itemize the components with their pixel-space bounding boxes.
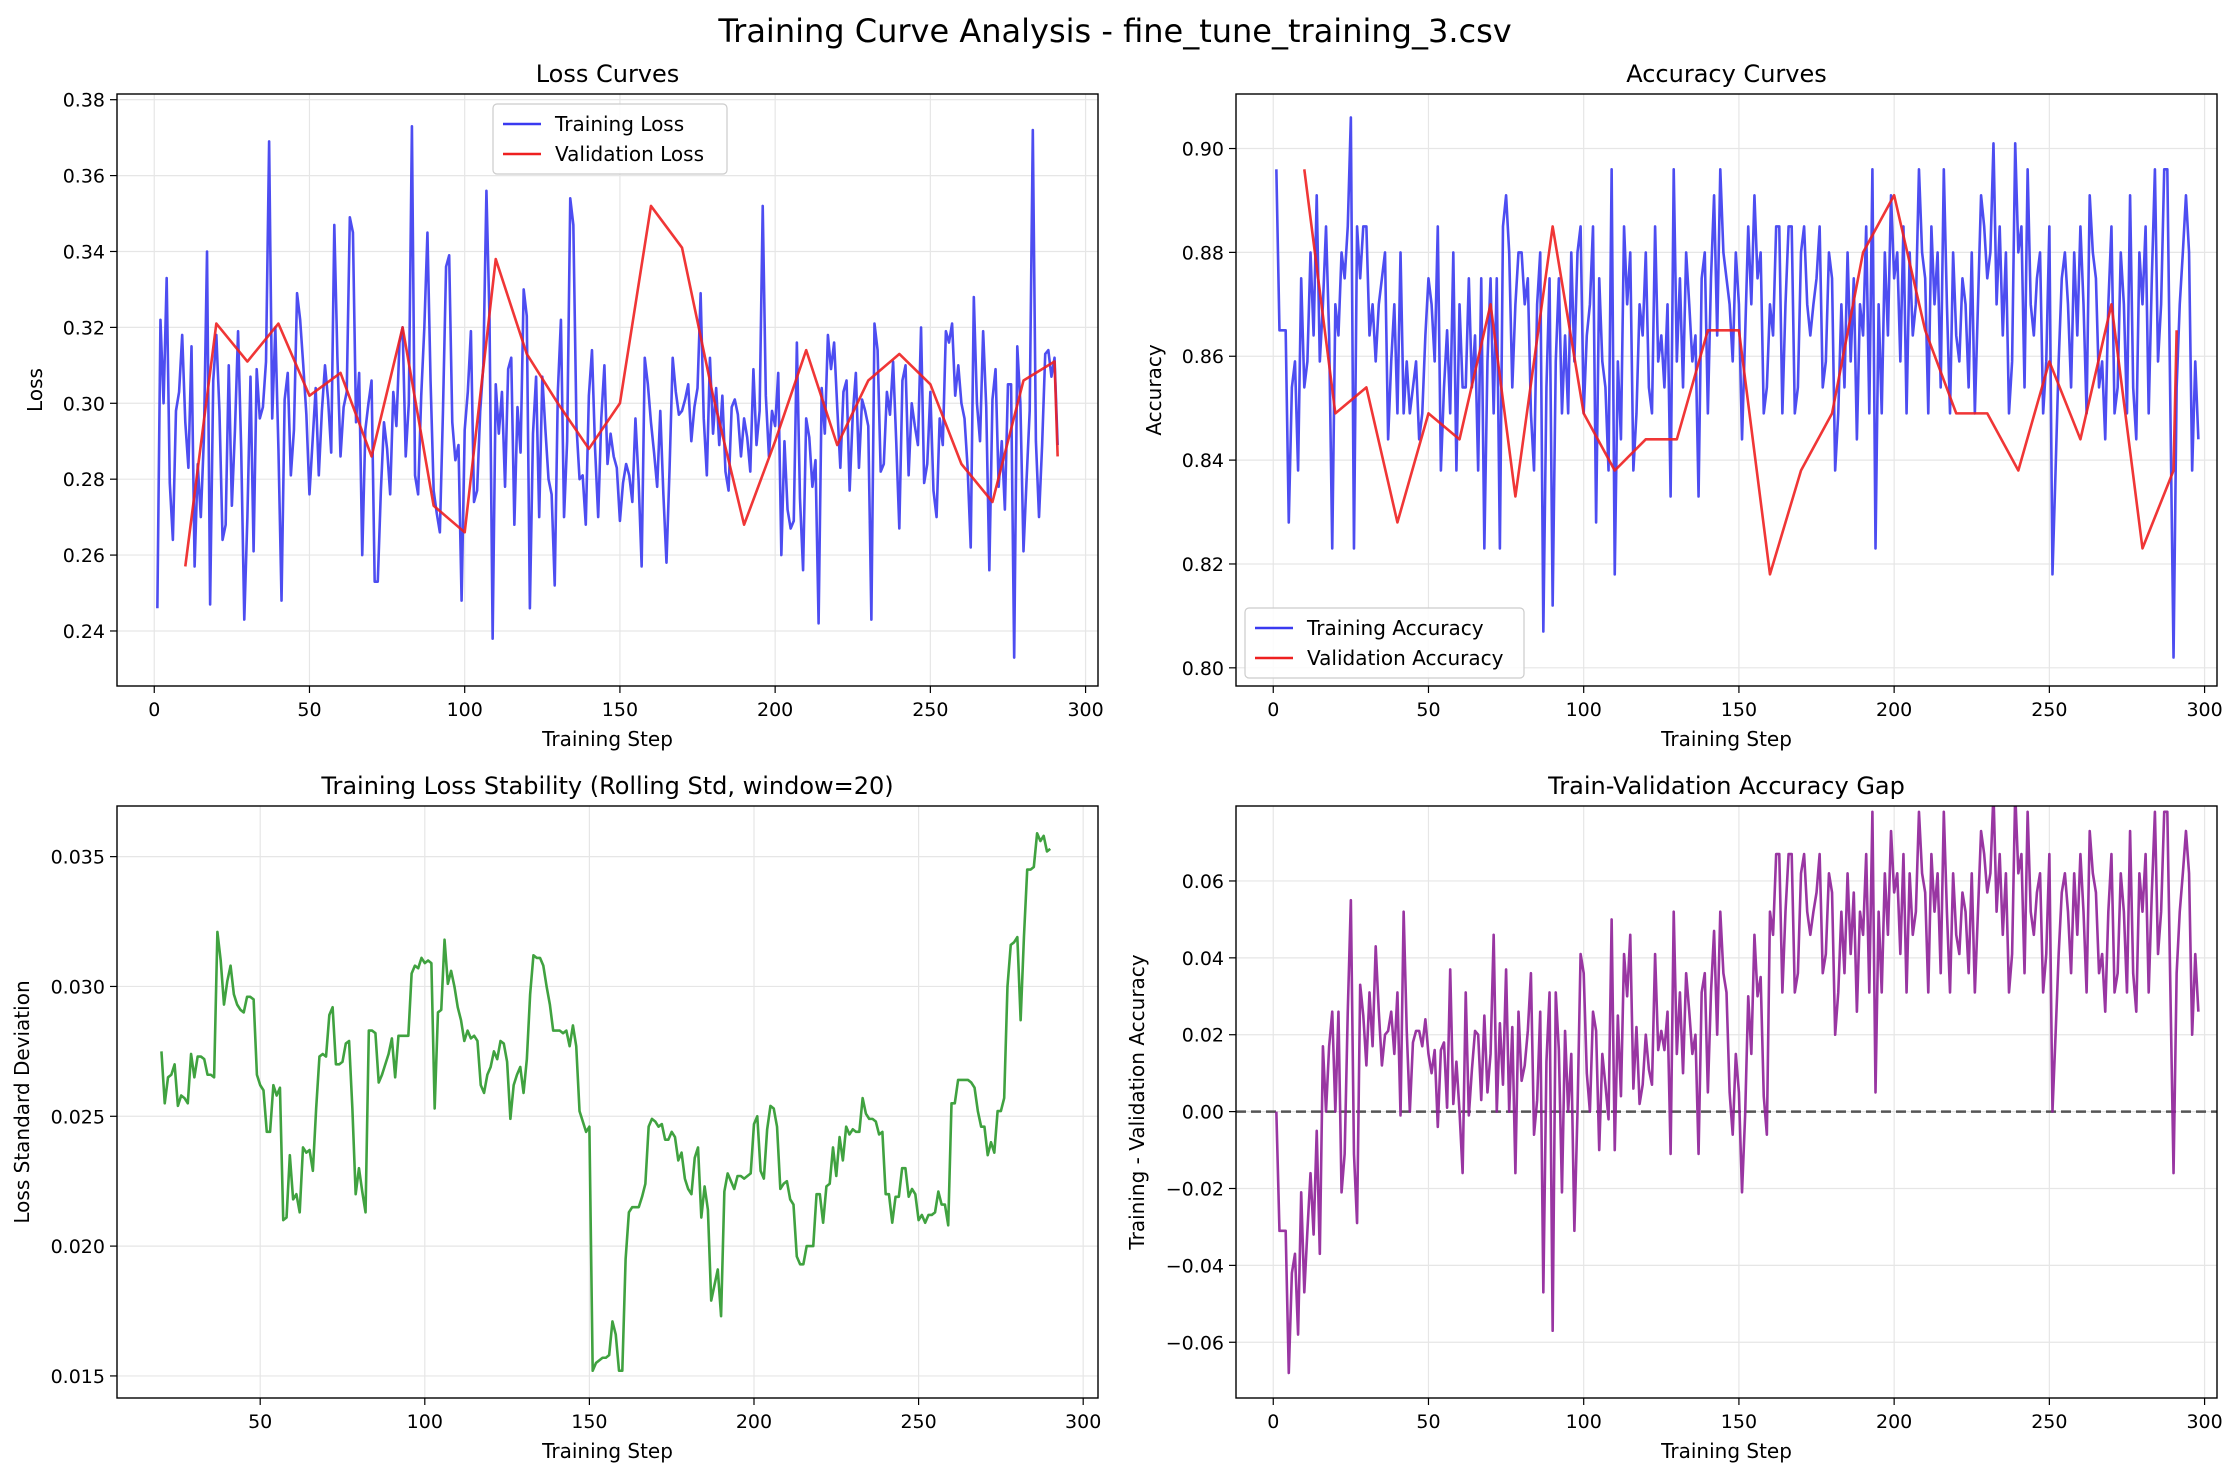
x-tick-label: 300 — [2186, 699, 2222, 721]
chart-title: Accuracy Curves — [1626, 60, 1827, 88]
y-tick-label: 0.24 — [63, 621, 105, 643]
y-tick-label: 0.30 — [63, 393, 105, 415]
y-tick-label: 0.00 — [1182, 1102, 1224, 1124]
legend-box — [492, 103, 728, 175]
y-tick-label: 0.28 — [63, 469, 105, 491]
y-tick-label: 0.88 — [1182, 242, 1224, 264]
y-tick-label: 0.26 — [63, 545, 105, 567]
legend-box — [1244, 607, 1525, 679]
y-axis-label: Accuracy — [1142, 344, 1166, 435]
axes-frame — [1235, 805, 2218, 1399]
chart-title: Train-Validation Accuracy Gap — [1547, 772, 1905, 800]
axes-frame — [116, 93, 1099, 687]
y-tick-label: 0.04 — [1182, 948, 1224, 970]
grid-accuracy — [1236, 94, 2217, 686]
legend-accuracy: Training Accuracy Validation Accuracy — [1244, 607, 1525, 679]
y-tick-label: 0.015 — [51, 1366, 105, 1388]
x-tick-label: 200 — [757, 699, 793, 721]
legend-label: Validation Loss — [555, 142, 704, 166]
y-tick-label: 0.02 — [1182, 1025, 1224, 1047]
y-tick-label: 0.80 — [1182, 658, 1224, 680]
y-tick-label: −0.06 — [1166, 1332, 1224, 1354]
x-tick-label: 250 — [2031, 1411, 2067, 1433]
x-tick-label: 150 — [1721, 699, 1757, 721]
x-tick-label: 300 — [2186, 1411, 2222, 1433]
x-tick-label: 100 — [1566, 699, 1602, 721]
chart-stability: 50 100 150 200 250 300 0.015 0.020 0.025 0.030 0.0… — [10, 772, 1101, 1463]
y-axis-label: Loss — [23, 368, 47, 412]
x-tick-label: 250 — [2031, 699, 2067, 721]
series-line-loss-1 — [184, 204, 1059, 567]
x-axis-label: Training Step — [1660, 1439, 1792, 1463]
x-tick-label: 300 — [1065, 1411, 1101, 1433]
x-tick-label: 300 — [1067, 699, 1103, 721]
x-axis-label: Training Step — [541, 1439, 673, 1463]
x-tick-label: 50 — [1416, 699, 1440, 721]
x-tick-label: 0 — [148, 699, 160, 721]
chart-accuracy: 0 50 100 150 200 250 300 0.80 0.82 0.84 0.86 0.88 0.… — [1142, 60, 2223, 751]
legend-label: Validation Accuracy — [1307, 646, 1504, 670]
x-tick-label: 200 — [1876, 1411, 1912, 1433]
series-line-accuracy-0 — [1275, 116, 2200, 659]
series-line-loss-0 — [156, 124, 1059, 659]
y-tick-label: −0.04 — [1166, 1255, 1224, 1277]
series-line-gap-0 — [1275, 806, 2200, 1375]
legend-label: Training Accuracy — [1306, 616, 1484, 640]
y-tick-label: −0.02 — [1166, 1178, 1224, 1200]
y-tick-label: 0.020 — [51, 1236, 105, 1258]
x-tick-label: 150 — [1721, 1411, 1757, 1433]
y-axis-label: Training - Validation Accuracy — [1125, 954, 1149, 1250]
x-tick-label: 250 — [912, 699, 948, 721]
y-tick-label: 0.34 — [63, 241, 105, 263]
axes-frame — [1235, 93, 2218, 687]
legend-loss: Training Loss Validation Loss — [492, 103, 728, 175]
y-tick-label: 0.06 — [1182, 871, 1224, 893]
series-line-accuracy-1 — [1303, 169, 2178, 576]
x-tick-label: 150 — [602, 699, 638, 721]
y-tick-label: 0.36 — [63, 166, 105, 188]
x-axis-label: Training Step — [541, 727, 673, 751]
y-tick-label: 0.035 — [51, 847, 105, 869]
x-tick-label: 200 — [736, 1411, 772, 1433]
y-tick-label: 0.025 — [51, 1106, 105, 1128]
chart-loss: 0 50 100 150 200 250 300 0.24 0.26 0.28 0.30 0.32 0.… — [23, 60, 1104, 751]
x-tick-label: 0 — [1267, 699, 1279, 721]
y-tick-label: 0.82 — [1182, 554, 1224, 576]
x-tick-label: 50 — [297, 699, 321, 721]
chart-gap: 0 50 100 150 200 250 300 −0.06 −0.04 −0.02 0.00 0.0… — [1125, 772, 2223, 1463]
legend-label: Training Loss — [554, 112, 684, 136]
x-tick-label: 50 — [248, 1411, 272, 1433]
x-tick-label: 200 — [1876, 699, 1912, 721]
y-tick-label: 0.86 — [1182, 346, 1224, 368]
series-line-stability-0 — [160, 831, 1052, 1373]
x-tick-label: 150 — [571, 1411, 607, 1433]
x-tick-label: 0 — [1267, 1411, 1279, 1433]
plots-container: 0 50 100 150 200 250 300 0.24 0.26 0.28 0.30 0.32 0.… — [10, 60, 2223, 1463]
grid-stability — [117, 806, 1098, 1398]
y-tick-label: 0.030 — [51, 976, 105, 998]
axes-frame — [116, 805, 1099, 1399]
y-tick-label: 0.90 — [1182, 139, 1224, 161]
x-tick-label: 100 — [447, 699, 483, 721]
x-tick-label: 50 — [1416, 1411, 1440, 1433]
y-tick-label: 0.32 — [63, 317, 105, 339]
y-axis-label: Loss Standard Deviation — [10, 980, 34, 1223]
chart-title: Loss Curves — [536, 60, 680, 88]
x-tick-label: 250 — [900, 1411, 936, 1433]
x-axis-label: Training Step — [1660, 727, 1792, 751]
x-tick-label: 100 — [407, 1411, 443, 1433]
figure-title: Training Curve Analysis - fine_tune_trai… — [717, 12, 1511, 50]
x-tick-label: 100 — [1566, 1411, 1602, 1433]
chart-title: Training Loss Stability (Rolling Std, wi… — [320, 772, 893, 800]
y-tick-label: 0.84 — [1182, 450, 1224, 472]
y-tick-label: 0.38 — [63, 90, 105, 112]
